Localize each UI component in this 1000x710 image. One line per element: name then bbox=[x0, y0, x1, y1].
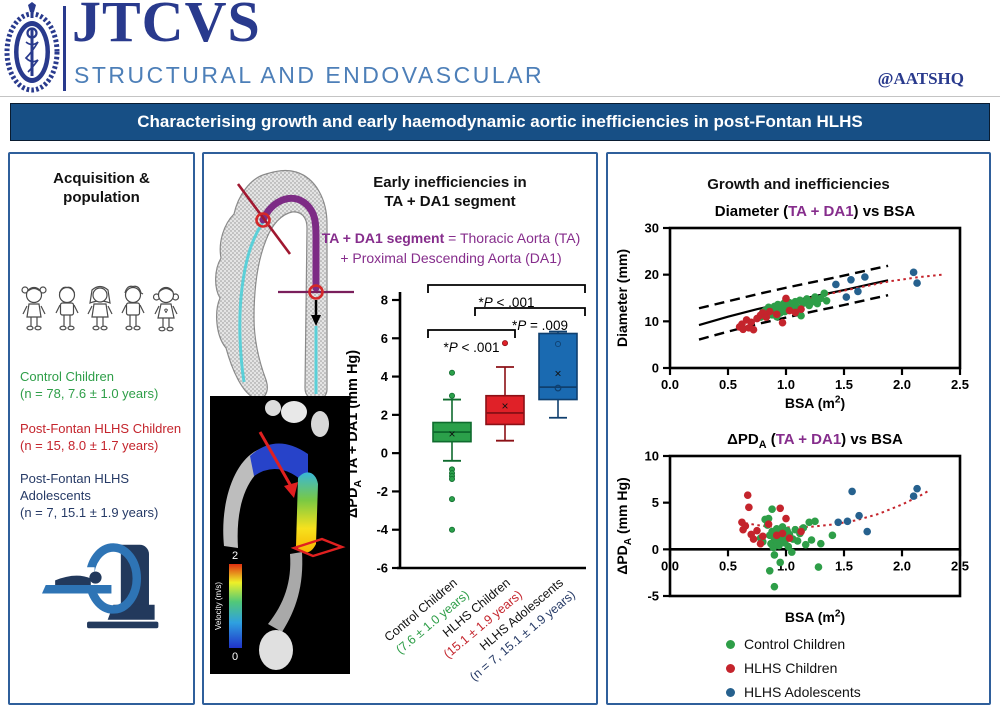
svg-text:-6: -6 bbox=[376, 561, 388, 576]
panel-title-line1: Acquisition & bbox=[53, 170, 150, 187]
panel-title-line2: population bbox=[63, 188, 140, 206]
group-name: Post-Fontan HLHS Adolescents bbox=[20, 471, 130, 503]
group-hlhs-adolescents: Post-Fontan HLHS Adolescents (n = 7, 15.… bbox=[20, 470, 192, 521]
svg-text:BSA (m2): BSA (m2) bbox=[785, 609, 845, 625]
colorbar-axis-label: Velocity (m/s) bbox=[214, 582, 223, 630]
svg-text:2: 2 bbox=[381, 407, 388, 422]
group-hlhs-children: Post-Fontan HLHS Children (n = 15, 8.0 ±… bbox=[20, 420, 192, 454]
group-control-children: Control Children (n = 78, 7.6 ± 1.0 year… bbox=[20, 368, 192, 402]
svg-text:8: 8 bbox=[381, 293, 388, 308]
svg-text:×: × bbox=[554, 367, 561, 381]
svg-text:×: × bbox=[448, 427, 455, 441]
chart-legend: Control Children HLHS Children HLHS Adoles… bbox=[726, 632, 861, 704]
panel-growth-inefficiencies: Growth and inefficiencies Diameter (TA +… bbox=[606, 152, 991, 705]
segment-definition-rest: = Thoracic Aorta (TA) bbox=[444, 230, 581, 246]
svg-text:ΔPDA (mm Hg): ΔPDA (mm Hg) bbox=[614, 477, 634, 574]
legend-dot-icon bbox=[726, 663, 735, 673]
panel-title-line2: TA + DA1 segment bbox=[384, 192, 516, 210]
journal-logo-text: JTCVS bbox=[72, 0, 261, 54]
svg-text:10: 10 bbox=[645, 449, 659, 464]
scatter-diameter-vs-bsa: Diameter (TA + DA1) vs BSA 0 10 20 30 0.0 0.5 1… bbox=[614, 203, 969, 411]
legend-item: HLHS Adolescents bbox=[726, 680, 861, 704]
group-detail: (n = 7, 15.1 ± 1.9 years) bbox=[20, 505, 159, 520]
svg-text:2.0: 2.0 bbox=[893, 558, 911, 573]
svg-text:ΔPDA (TA + DA1) vs BSA: ΔPDA (TA + DA1) vs BSA bbox=[727, 431, 903, 451]
article-title-banner: Characterising growth and early haemodyn… bbox=[10, 103, 990, 141]
logo-divider bbox=[63, 6, 66, 91]
svg-text:0: 0 bbox=[381, 446, 388, 461]
panel-title: Acquisition & population bbox=[10, 170, 193, 208]
legend-label: Control Children bbox=[744, 636, 846, 652]
svg-text:ΔPDA TA + DA1 (mm Hg): ΔPDA TA + DA1 (mm Hg) bbox=[345, 350, 364, 518]
svg-text:*P < .001: *P < .001 bbox=[479, 295, 535, 310]
svg-text:*P < .001: *P < .001 bbox=[444, 340, 500, 355]
group-name: Post-Fontan HLHS Children bbox=[20, 421, 182, 436]
svg-text:Diameter (mm): Diameter (mm) bbox=[614, 249, 630, 347]
mri-scanner-icon bbox=[42, 543, 159, 629]
svg-text:5: 5 bbox=[652, 495, 659, 510]
segment-definition: TA + DA1 segment = Thoracic Aorta (TA) +… bbox=[312, 228, 590, 268]
4d-flow-velocity-map: 2 0 Velocity (m/s) bbox=[210, 396, 350, 674]
svg-text:0: 0 bbox=[652, 361, 659, 376]
svg-text:2.0: 2.0 bbox=[893, 377, 911, 392]
svg-text:0.5: 0.5 bbox=[719, 377, 737, 392]
group-detail: (n = 78, 7.6 ± 1.0 years) bbox=[20, 386, 159, 401]
svg-text:*P = .009: *P = .009 bbox=[512, 318, 568, 333]
svg-text:2.5: 2.5 bbox=[951, 377, 969, 392]
svg-text:30: 30 bbox=[645, 221, 659, 236]
svg-text:1.5: 1.5 bbox=[835, 377, 853, 392]
segment-definition-line2: + Proximal Descending Aorta (DA1) bbox=[340, 250, 562, 266]
svg-text:10: 10 bbox=[645, 314, 659, 329]
panel-early-inefficiencies: Early inefficiencies in TA + DA1 segment… bbox=[202, 152, 598, 705]
svg-text:-4: -4 bbox=[376, 522, 388, 537]
svg-text:1.0: 1.0 bbox=[777, 377, 795, 392]
legend-label: HLHS Children bbox=[744, 660, 838, 676]
svg-text:×: × bbox=[501, 399, 508, 413]
twitter-handle: @AATSHQ bbox=[877, 69, 964, 88]
svg-text:0.5: 0.5 bbox=[719, 558, 737, 573]
journal-section-title: STRUCTURAL AND ENDOVASCULAR bbox=[74, 62, 545, 88]
segment-definition-term: TA + DA1 segment bbox=[321, 230, 445, 246]
group-detail: (n = 15, 8.0 ± 1.7 years) bbox=[20, 438, 159, 453]
panel-title-line1: Early inefficiencies in bbox=[373, 174, 527, 191]
aats-seal-icon bbox=[4, 2, 60, 93]
header-divider bbox=[0, 96, 1000, 97]
colorbar-min-label: 0 bbox=[232, 651, 238, 663]
aorta-mesh-model bbox=[215, 169, 354, 401]
colorbar-max-label: 2 bbox=[232, 550, 238, 562]
svg-text:0.0: 0.0 bbox=[661, 558, 679, 573]
svg-text:-2: -2 bbox=[376, 484, 388, 499]
svg-text:6: 6 bbox=[381, 331, 388, 346]
legend-dot-icon bbox=[726, 639, 735, 649]
svg-text:4: 4 bbox=[381, 369, 389, 384]
svg-text:2.5: 2.5 bbox=[951, 558, 969, 573]
panel-title: Early inefficiencies in TA + DA1 segment bbox=[322, 174, 578, 212]
svg-text:0: 0 bbox=[652, 542, 659, 557]
legend-item: HLHS Children bbox=[726, 656, 861, 680]
legend-dot-icon bbox=[726, 687, 735, 697]
panel-acquisition-population: Acquisition & population bbox=[8, 152, 195, 705]
svg-text:BSA (m2): BSA (m2) bbox=[785, 395, 845, 411]
svg-text:Diameter (TA + DA1) vs BSA: Diameter (TA + DA1) vs BSA bbox=[715, 203, 916, 220]
legend-label: HLHS Adolescents bbox=[744, 684, 861, 700]
legend-item: Control Children bbox=[726, 632, 861, 656]
svg-text:-5: -5 bbox=[647, 589, 659, 604]
group-name: Control Children bbox=[20, 369, 114, 384]
svg-text:20: 20 bbox=[645, 267, 659, 282]
svg-text:0.0: 0.0 bbox=[661, 377, 679, 392]
children-figures-icon bbox=[21, 285, 180, 332]
panel-title: Growth and inefficiencies bbox=[707, 176, 890, 193]
svg-text:1.5: 1.5 bbox=[835, 558, 853, 573]
